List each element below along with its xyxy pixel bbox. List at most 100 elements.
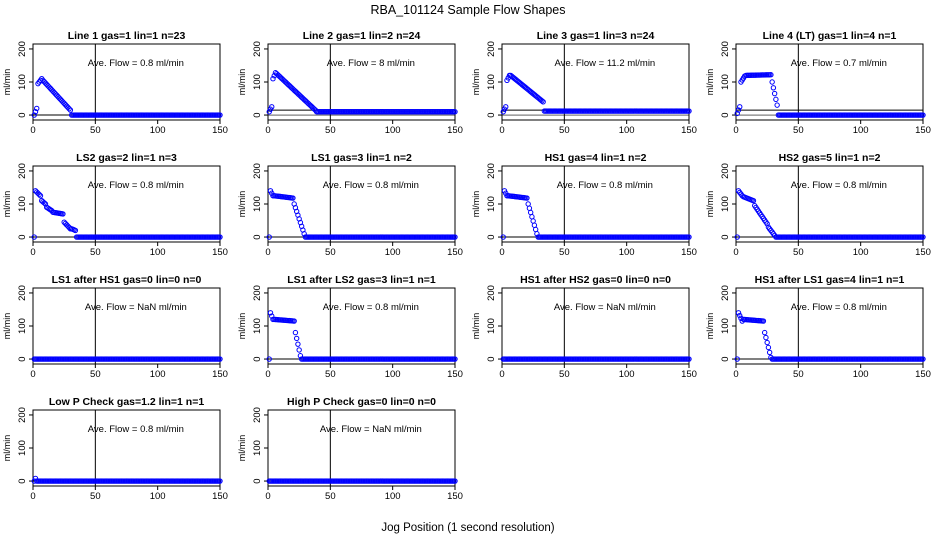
data-point — [290, 195, 296, 201]
x-tick-label: 150 — [681, 369, 697, 380]
x-tick-label: 0 — [265, 369, 270, 380]
x-tick-label: 0 — [499, 369, 504, 380]
panel-8: HS2 gas=5 lin=1 n=2 0 50 100 150 0 100 200 ml/mi… — [705, 152, 931, 258]
data-point — [301, 231, 307, 237]
x-tick-label: 100 — [619, 247, 635, 258]
x-tick-label: 0 — [733, 125, 738, 136]
panel-title: HS1 gas=4 lin=1 n=2 — [545, 152, 647, 164]
x-tick-label: 100 — [853, 125, 869, 136]
y-tick-label: 100 — [252, 74, 263, 90]
data-points — [500, 356, 692, 362]
x-tick-label: 0 — [30, 369, 35, 380]
y-tick-label: 0 — [17, 356, 28, 361]
x-tick-label: 0 — [30, 247, 35, 258]
data-points — [31, 475, 223, 484]
data-point — [773, 96, 779, 103]
average-flow-annotation: Ave. Flow = 11.2 ml/min — [554, 58, 655, 69]
y-tick-label: 200 — [486, 285, 497, 301]
y-tick-label: 0 — [17, 234, 28, 239]
y-axis-label: ml/min — [237, 435, 247, 462]
data-point — [60, 211, 66, 217]
average-flow-annotation: Ave. Flow = NaN ml/min — [554, 302, 656, 313]
y-tick-label: 0 — [252, 478, 263, 483]
data-point — [734, 110, 740, 117]
panels-group: Line 1 gas=1 lin=1 n=23 0 50 100 150 0 100 200 m… — [2, 30, 931, 502]
panel-frame — [735, 287, 924, 365]
panel-title: Line 1 gas=1 lin=1 n=23 — [68, 30, 186, 42]
panel-frame — [32, 409, 221, 487]
x-tick-label: 50 — [559, 247, 570, 258]
average-flow-annotation: Ave. Flow = 0.8 ml/min — [323, 302, 419, 313]
y-tick-label: 0 — [486, 234, 497, 239]
x-tick-label: 50 — [90, 125, 101, 136]
panel-title: LS1 after LS2 gas=3 lin=1 n=1 — [287, 274, 436, 286]
y-tick-label: 200 — [17, 163, 28, 179]
data-point — [529, 214, 535, 220]
y-tick-label: 0 — [720, 356, 731, 361]
x-tick-label: 150 — [212, 247, 228, 258]
x-tick-label: 0 — [265, 491, 270, 502]
data-point — [32, 109, 39, 115]
y-tick-label: 0 — [252, 112, 263, 117]
data-point — [734, 234, 740, 240]
y-axis-label: ml/min — [237, 313, 247, 340]
average-flow-annotation: Ave. Flow = 0.8 ml/min — [791, 302, 887, 313]
panel-2: Line 2 gas=1 lin=2 n=24 0 50 100 150 0 100 200 m… — [237, 30, 463, 136]
y-tick-label: 100 — [486, 196, 497, 212]
x-tick-label: 100 — [150, 247, 166, 258]
x-tick-label: 50 — [325, 369, 336, 380]
x-tick-label: 0 — [265, 247, 270, 258]
data-point — [532, 226, 539, 233]
data-point — [217, 112, 223, 118]
data-point — [503, 104, 509, 110]
average-flow-annotation: Ave. Flow = 0.8 ml/min — [88, 58, 184, 69]
average-flow-annotation: Ave. Flow = 0.8 ml/min — [323, 180, 419, 191]
x-tick-label: 100 — [853, 369, 869, 380]
data-point — [766, 349, 773, 356]
data-point — [540, 99, 546, 105]
data-point — [686, 356, 692, 362]
panel-14: High P Check gas=0 lin=0 n=0 0 50 100 150 0 10… — [237, 396, 463, 502]
data-point — [761, 329, 768, 336]
y-tick-label: 200 — [252, 41, 263, 57]
data-point — [269, 313, 275, 319]
figure-x-axis-label: Jog Position (1 second resolution) — [381, 522, 554, 534]
y-tick-label: 200 — [17, 407, 28, 423]
average-flow-annotation: Ave. Flow = 0.8 ml/min — [88, 424, 184, 435]
panel-frame — [32, 287, 221, 365]
y-axis-label: ml/min — [2, 435, 12, 462]
y-tick-label: 0 — [17, 112, 28, 117]
data-point — [295, 341, 301, 347]
panel-frame — [267, 409, 456, 487]
data-point — [539, 98, 545, 104]
data-point — [737, 312, 743, 319]
x-tick-label: 100 — [619, 369, 635, 380]
y-tick-label: 100 — [17, 74, 28, 90]
y-tick-label: 200 — [17, 285, 28, 301]
panel-13: Low P Check gas=1.2 lin=1 n=1 0 50 100 150 0 1… — [2, 396, 228, 502]
x-tick-label: 150 — [681, 247, 697, 258]
average-flow-annotation: Ave. Flow = 0.8 ml/min — [88, 180, 184, 191]
x-tick-label: 100 — [619, 125, 635, 136]
y-axis-label: ml/min — [2, 313, 12, 340]
data-point — [686, 234, 692, 240]
data-point — [526, 205, 533, 211]
y-tick-label: 100 — [720, 196, 731, 212]
data-point — [452, 356, 458, 362]
x-tick-label: 150 — [212, 125, 228, 136]
data-point — [771, 90, 778, 97]
data-point — [768, 72, 774, 78]
y-tick-label: 100 — [17, 318, 28, 334]
panel-10: LS1 after LS2 gas=3 lin=1 n=1 0 50 100 150 0 1… — [237, 274, 463, 380]
panel-title: LS2 gas=2 lin=1 n=3 — [76, 152, 177, 164]
x-tick-label: 150 — [915, 247, 931, 258]
data-point — [920, 356, 926, 362]
y-axis-label: ml/min — [705, 191, 715, 218]
data-point — [750, 197, 757, 204]
y-tick-label: 0 — [720, 234, 731, 239]
data-points — [31, 188, 223, 240]
x-tick-label: 0 — [30, 125, 35, 136]
data-point — [452, 234, 458, 240]
panel-3: Line 3 gas=1 lin=3 n=24 0 50 100 150 0 100 200 m… — [471, 30, 697, 136]
panel-frame — [267, 287, 456, 365]
